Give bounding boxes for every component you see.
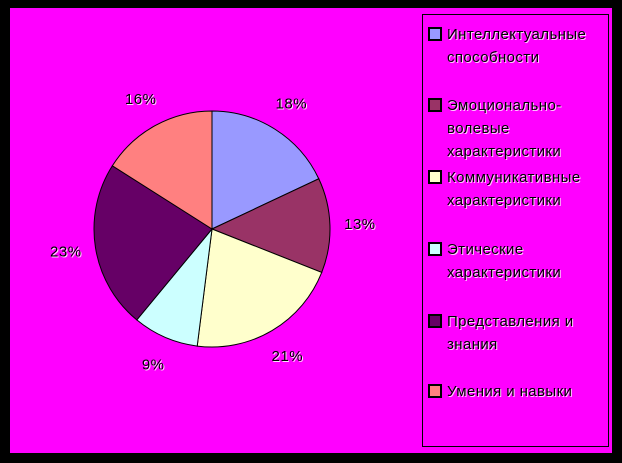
legend-item-skills: Умения и навыки — [428, 380, 605, 403]
legend-label: Представления и знания — [447, 313, 574, 353]
legend-swatch-knowledge — [428, 314, 442, 328]
pie-percent-label-2: 21% — [272, 348, 304, 365]
pie-slice-5 — [111, 110, 213, 230]
pie-slice-1 — [210, 178, 331, 274]
pie-percent-label-4: 23% — [50, 244, 82, 261]
legend-label: Этические характеристики — [447, 241, 562, 281]
legend-swatch-ethical — [428, 242, 442, 256]
legend-item-ethical: Этические характеристики — [428, 238, 605, 284]
pie-percent-label-1: 13% — [344, 216, 376, 233]
pie-slice-2 — [196, 228, 323, 348]
legend-swatch-intellectual — [428, 27, 442, 41]
legend-swatch-skills — [428, 384, 442, 398]
legend-item-intellectual: Интеллектуальные способности — [428, 23, 605, 69]
legend-label: Эмоционально-волевые характеристики — [447, 97, 562, 160]
pie-percent-label-0: 18% — [276, 96, 308, 113]
legend-label: Умения и навыки — [447, 383, 573, 400]
pie-percent-label-5: 16% — [125, 91, 157, 108]
legend-swatch-emotional — [428, 98, 442, 112]
legend-item-knowledge: Представления и знания — [428, 310, 605, 356]
legend-label: Коммуникативные характеристики — [447, 169, 581, 209]
pie-percent-label-3: 9% — [142, 356, 165, 373]
chart-legend: Интеллектуальные способности Эмоциональн… — [422, 14, 609, 447]
pie-slice-4 — [93, 165, 213, 321]
pie-slice-0 — [211, 110, 320, 230]
legend-label: Интеллектуальные способности — [447, 26, 587, 66]
legend-item-emotional: Эмоционально-волевые характеристики — [428, 94, 605, 163]
legend-item-communicative: Коммуникативные характеристики — [428, 166, 605, 212]
legend-swatch-communicative — [428, 170, 442, 184]
